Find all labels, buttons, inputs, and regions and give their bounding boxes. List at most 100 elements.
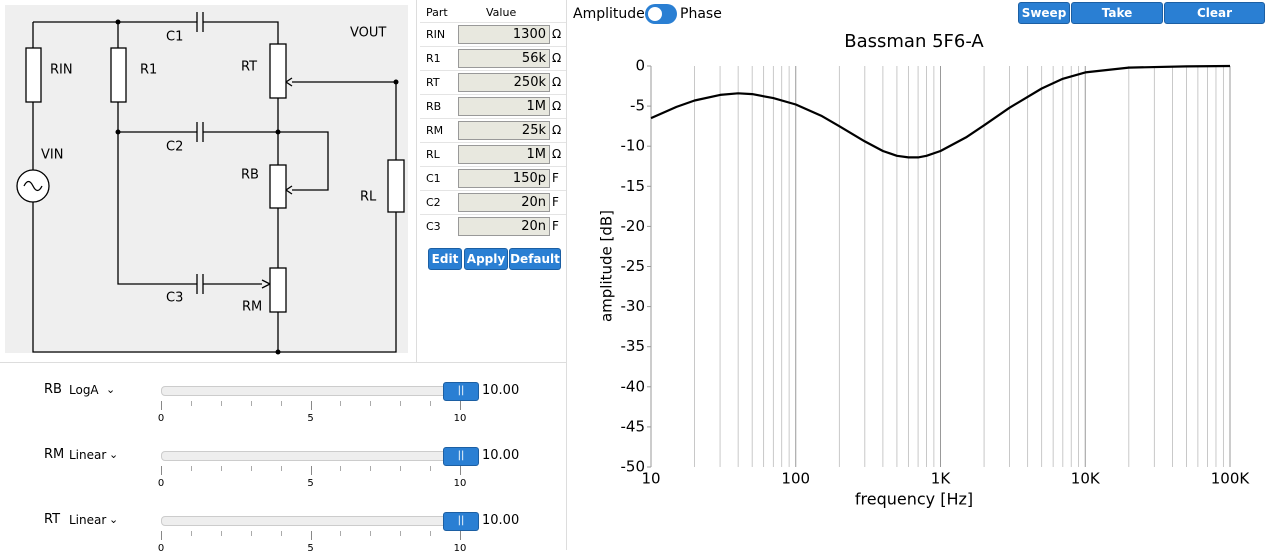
slider-track[interactable] bbox=[161, 516, 465, 526]
toggle[interactable] bbox=[645, 4, 677, 24]
part-name: RM bbox=[426, 124, 444, 137]
slider-minor-tick bbox=[280, 466, 282, 471]
label: RIN bbox=[50, 63, 73, 78]
x-tick-label: 10 bbox=[641, 470, 660, 488]
slider-tick bbox=[310, 401, 312, 410]
slider-track[interactable] bbox=[161, 386, 465, 396]
slider-minor-tick bbox=[190, 401, 192, 406]
slider-tick bbox=[161, 531, 162, 540]
y-tick-label: -30 bbox=[621, 297, 646, 315]
unit: Ω bbox=[552, 123, 562, 137]
slider-tick-label: 5 bbox=[307, 543, 314, 554]
slider-tick bbox=[161, 401, 162, 410]
slider-thumb[interactable]: || bbox=[443, 512, 479, 531]
divider bbox=[566, 0, 567, 550]
label: VOUT bbox=[350, 26, 386, 41]
slider-name: RM bbox=[44, 447, 65, 462]
row-sep bbox=[420, 94, 566, 95]
slider-minor-tick bbox=[370, 401, 372, 406]
slider-tick-label: 10 bbox=[453, 543, 467, 554]
slider-thumb[interactable]: || bbox=[443, 447, 479, 466]
button[interactable]: Sweep bbox=[1018, 2, 1070, 24]
part-name: C1 bbox=[426, 172, 441, 185]
button[interactable]: Clear snapshots bbox=[1164, 2, 1265, 40]
divider bbox=[0, 362, 566, 363]
row-sep bbox=[420, 190, 566, 191]
taper-select[interactable]: Linear bbox=[69, 513, 107, 527]
divider bbox=[416, 0, 417, 362]
unit: Ω bbox=[552, 75, 562, 89]
y-tick-label: -25 bbox=[621, 257, 646, 275]
row-sep bbox=[420, 118, 566, 119]
slider-thumb[interactable]: || bbox=[443, 382, 479, 401]
unit: Ω bbox=[552, 27, 562, 41]
y-tick-label: -20 bbox=[621, 217, 646, 235]
unit: Ω bbox=[552, 51, 562, 65]
value-input[interactable]: 20n bbox=[458, 217, 550, 236]
slider-value: 10.00 bbox=[482, 383, 520, 398]
slider-tick bbox=[310, 531, 312, 540]
slider-tick-label: 5 bbox=[307, 413, 314, 424]
button[interactable]: Take snapshot bbox=[1071, 2, 1163, 40]
wires bbox=[32, 12, 397, 353]
row-sep bbox=[420, 46, 566, 47]
label: C3 bbox=[166, 291, 183, 306]
value-input[interactable]: 1M bbox=[458, 145, 550, 164]
caret: ⌄ bbox=[109, 513, 119, 526]
slider-minor-tick bbox=[430, 531, 432, 536]
label: C2 bbox=[166, 140, 183, 155]
slider-minor-tick bbox=[400, 531, 402, 536]
slider-minor-tick bbox=[220, 466, 222, 471]
slider-minor-tick bbox=[220, 531, 222, 536]
y-tick-label: -35 bbox=[621, 337, 646, 355]
button[interactable]: Apply bbox=[464, 248, 508, 270]
label: C1 bbox=[166, 30, 183, 45]
slider-track[interactable] bbox=[161, 451, 465, 461]
label: RT bbox=[241, 60, 257, 75]
resistor bbox=[269, 267, 287, 313]
x-tick-label: 100K bbox=[1211, 470, 1251, 488]
slider-minor-tick bbox=[190, 466, 192, 471]
resistor bbox=[269, 43, 287, 99]
caret: ⌄ bbox=[109, 448, 119, 461]
slider-name: RT bbox=[44, 512, 61, 527]
chart-title: Bassman 5F6-A bbox=[844, 31, 984, 52]
slider-tick-label: 10 bbox=[453, 478, 467, 489]
part-name: RL bbox=[426, 148, 440, 161]
toggle-right: Phase bbox=[680, 6, 722, 22]
caret: ⌄ bbox=[106, 383, 116, 396]
slider-minor-tick bbox=[280, 531, 282, 536]
taper-select[interactable]: Linear bbox=[69, 448, 107, 462]
label: RM bbox=[242, 300, 262, 315]
value-input[interactable]: 1M bbox=[458, 97, 550, 116]
button[interactable]: Default bbox=[509, 248, 561, 270]
button[interactable]: Edit bbox=[428, 248, 462, 270]
part-name: RB bbox=[426, 100, 442, 113]
part-name: RIN bbox=[426, 28, 446, 41]
value-input[interactable]: 20n bbox=[458, 193, 550, 212]
unit: Ω bbox=[552, 147, 562, 161]
value-input[interactable]: 150p bbox=[458, 169, 550, 188]
taper-select[interactable]: LogA bbox=[69, 383, 99, 397]
row-sep bbox=[420, 166, 566, 167]
label: RL bbox=[360, 190, 377, 205]
y-tick-label: -5 bbox=[630, 97, 645, 115]
resistor bbox=[269, 164, 287, 209]
line bbox=[650, 64, 1231, 159]
value-input[interactable]: 250k bbox=[458, 73, 550, 92]
unit: Ω bbox=[552, 99, 562, 113]
nodes bbox=[115, 19, 399, 355]
header: Value bbox=[486, 6, 517, 19]
x-tick-label: 10K bbox=[1071, 470, 1101, 488]
slider-minor-tick bbox=[430, 466, 432, 471]
part-name: R1 bbox=[426, 52, 441, 65]
slider-minor-tick bbox=[430, 401, 432, 406]
slider-minor-tick bbox=[280, 401, 282, 406]
slider-minor-tick bbox=[340, 401, 342, 406]
value-input[interactable]: 1300 bbox=[458, 25, 550, 44]
y-axis-label: amplitude [dB] bbox=[598, 210, 616, 322]
value-input[interactable]: 56k bbox=[458, 49, 550, 68]
unit: F bbox=[552, 195, 559, 209]
value-input[interactable]: 25k bbox=[458, 121, 550, 140]
